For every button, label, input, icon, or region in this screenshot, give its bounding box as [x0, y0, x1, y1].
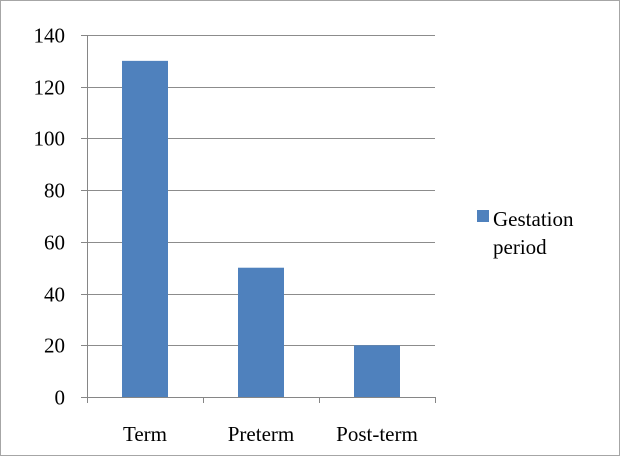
- y-tick-label: 120: [34, 76, 66, 100]
- axes: [81, 35, 436, 403]
- legend-label-line2: period: [493, 235, 547, 259]
- y-tick-label: 0: [55, 386, 66, 410]
- y-tick-label: 80: [44, 179, 65, 203]
- legend-swatch: [477, 210, 489, 222]
- x-tick-labels: Term Preterm Post-term: [123, 422, 418, 446]
- y-tick-label: 140: [34, 24, 66, 48]
- y-tick-label: 40: [44, 283, 65, 307]
- y-tick-labels: 0 20 40 60 80 100 120 140: [34, 24, 66, 410]
- bar-term: [122, 60, 168, 397]
- bar-preterm: [238, 267, 284, 397]
- bars: [122, 60, 400, 397]
- legend: Gestation period: [477, 207, 574, 259]
- bar-post-term: [354, 345, 400, 397]
- x-tick-label: Preterm: [228, 422, 294, 446]
- y-tick-label: 100: [34, 127, 66, 151]
- y-tick-label: 20: [44, 334, 65, 358]
- legend-label-line1: Gestation: [493, 207, 574, 231]
- x-tick-label: Term: [123, 422, 167, 446]
- y-tick-label: 60: [44, 231, 65, 255]
- x-tick-label: Post-term: [336, 422, 418, 446]
